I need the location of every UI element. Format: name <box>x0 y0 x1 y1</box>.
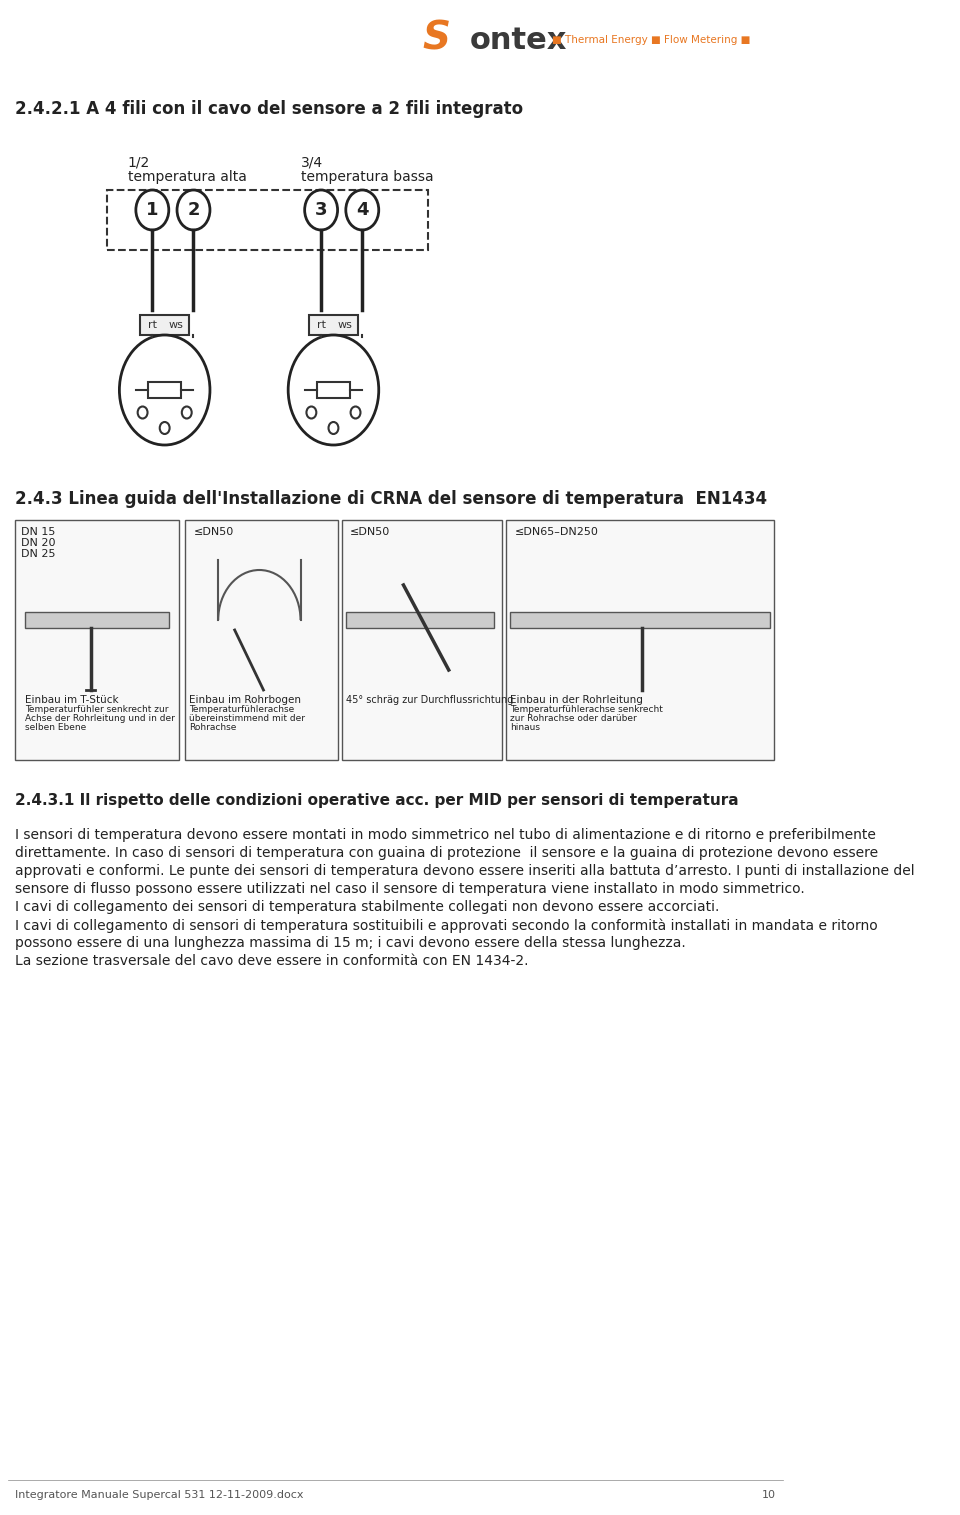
Text: 3: 3 <box>315 201 327 220</box>
Circle shape <box>181 406 192 418</box>
Text: Einbau im Rohrbogen: Einbau im Rohrbogen <box>189 695 301 704</box>
Bar <box>346 612 494 629</box>
Text: approvati e conformi. Le punte dei sensori di temperatura devono essere inseriti: approvati e conformi. Le punte dei senso… <box>14 864 915 879</box>
Circle shape <box>137 406 148 418</box>
Bar <box>506 520 774 761</box>
Circle shape <box>346 189 379 230</box>
Text: ontex: ontex <box>469 26 566 55</box>
Bar <box>317 382 350 398</box>
Bar <box>25 612 169 629</box>
Text: Einbau in der Rohrleitung: Einbau in der Rohrleitung <box>511 695 643 704</box>
Bar <box>107 189 428 250</box>
Text: 2.4.3.1 Il rispetto delle condizioni operative acc. per MID per sensori di tempe: 2.4.3.1 Il rispetto delle condizioni ope… <box>14 792 738 807</box>
Text: 2: 2 <box>187 201 200 220</box>
Text: 4: 4 <box>356 201 369 220</box>
Text: 2.4.3 Linea guida dell'Installazione di CRNA del sensore di temperatura  EN1434: 2.4.3 Linea guida dell'Installazione di … <box>14 489 767 508</box>
Text: temperatura alta: temperatura alta <box>128 170 247 183</box>
Bar <box>309 315 358 335</box>
Text: Rohrachse: Rohrachse <box>189 723 237 732</box>
Text: Integratore Manuale Supercal 531 12-11-2009.docx: Integratore Manuale Supercal 531 12-11-2… <box>14 1489 303 1500</box>
Text: rt: rt <box>148 320 157 330</box>
Text: DN 15: DN 15 <box>20 527 55 536</box>
Circle shape <box>159 423 170 433</box>
Text: übereinstimmend mit der: übereinstimmend mit der <box>189 714 305 723</box>
Text: ≤DN50: ≤DN50 <box>194 527 233 536</box>
Bar <box>140 315 189 335</box>
Circle shape <box>306 406 317 418</box>
Text: sensore di flusso possono essere utilizzati nel caso il sensore di temperatura v: sensore di flusso possono essere utilizz… <box>14 882 804 895</box>
Text: Temperaturfühlerachse: Temperaturfühlerachse <box>189 704 295 714</box>
Bar <box>148 382 181 398</box>
Circle shape <box>328 423 339 433</box>
Text: I sensori di temperatura devono essere montati in modo simmetrico nel tubo di al: I sensori di temperatura devono essere m… <box>14 829 876 842</box>
Text: zur Rohrachse oder darüber: zur Rohrachse oder darüber <box>511 714 637 723</box>
Text: ≤DN65–DN250: ≤DN65–DN250 <box>515 527 598 536</box>
Text: La sezione trasversale del cavo deve essere in conformità con EN 1434-2.: La sezione trasversale del cavo deve ess… <box>14 954 528 968</box>
Circle shape <box>119 335 210 445</box>
Text: 2.4.2.1 A 4 fili con il cavo del sensore a 2 fili integrato: 2.4.2.1 A 4 fili con il cavo del sensore… <box>14 100 523 118</box>
Bar <box>185 520 338 761</box>
Text: 10: 10 <box>761 1489 776 1500</box>
Circle shape <box>177 189 210 230</box>
Bar <box>342 520 502 761</box>
Circle shape <box>350 406 360 418</box>
Bar <box>14 520 180 761</box>
Text: ws: ws <box>169 320 183 330</box>
Text: I cavi di collegamento di sensori di temperatura sostituibili e approvati second: I cavi di collegamento di sensori di tem… <box>14 918 877 933</box>
Text: direttamente. In caso di sensori di temperatura con guaina di protezione  il sen: direttamente. In caso di sensori di temp… <box>14 845 878 861</box>
Text: Temperaturfühlerachse senkrecht: Temperaturfühlerachse senkrecht <box>511 704 663 714</box>
Text: I cavi di collegamento dei sensori di temperatura stabilmente collegati non devo: I cavi di collegamento dei sensori di te… <box>14 900 719 914</box>
Text: selben Ebene: selben Ebene <box>25 723 86 732</box>
Text: possono essere di una lunghezza massima di 15 m; i cavi devono essere della stes: possono essere di una lunghezza massima … <box>14 936 685 950</box>
Text: Einbau im T-Stück: Einbau im T-Stück <box>25 695 118 704</box>
Text: Achse der Rohrleitung und in der: Achse der Rohrleitung und in der <box>25 714 175 723</box>
Text: 45° schräg zur Durchflussrichtung: 45° schräg zur Durchflussrichtung <box>346 695 514 704</box>
Text: rt: rt <box>317 320 326 330</box>
Text: DN 25: DN 25 <box>20 548 55 559</box>
Text: temperatura bassa: temperatura bassa <box>300 170 433 183</box>
Circle shape <box>304 189 338 230</box>
Bar <box>511 612 770 629</box>
Text: S: S <box>422 20 450 58</box>
Text: ■ Thermal Energy ■ Flow Metering ■: ■ Thermal Energy ■ Flow Metering ■ <box>552 35 750 45</box>
Circle shape <box>136 189 169 230</box>
Text: DN 20: DN 20 <box>20 538 55 548</box>
Text: hinaus: hinaus <box>511 723 540 732</box>
Text: 1/2: 1/2 <box>128 155 150 170</box>
Text: Temperaturfühler senkrecht zur: Temperaturfühler senkrecht zur <box>25 704 168 714</box>
Text: ws: ws <box>338 320 352 330</box>
Text: 1: 1 <box>146 201 158 220</box>
Text: ≤DN50: ≤DN50 <box>350 527 390 536</box>
Text: 3/4: 3/4 <box>300 155 323 170</box>
Circle shape <box>288 335 379 445</box>
